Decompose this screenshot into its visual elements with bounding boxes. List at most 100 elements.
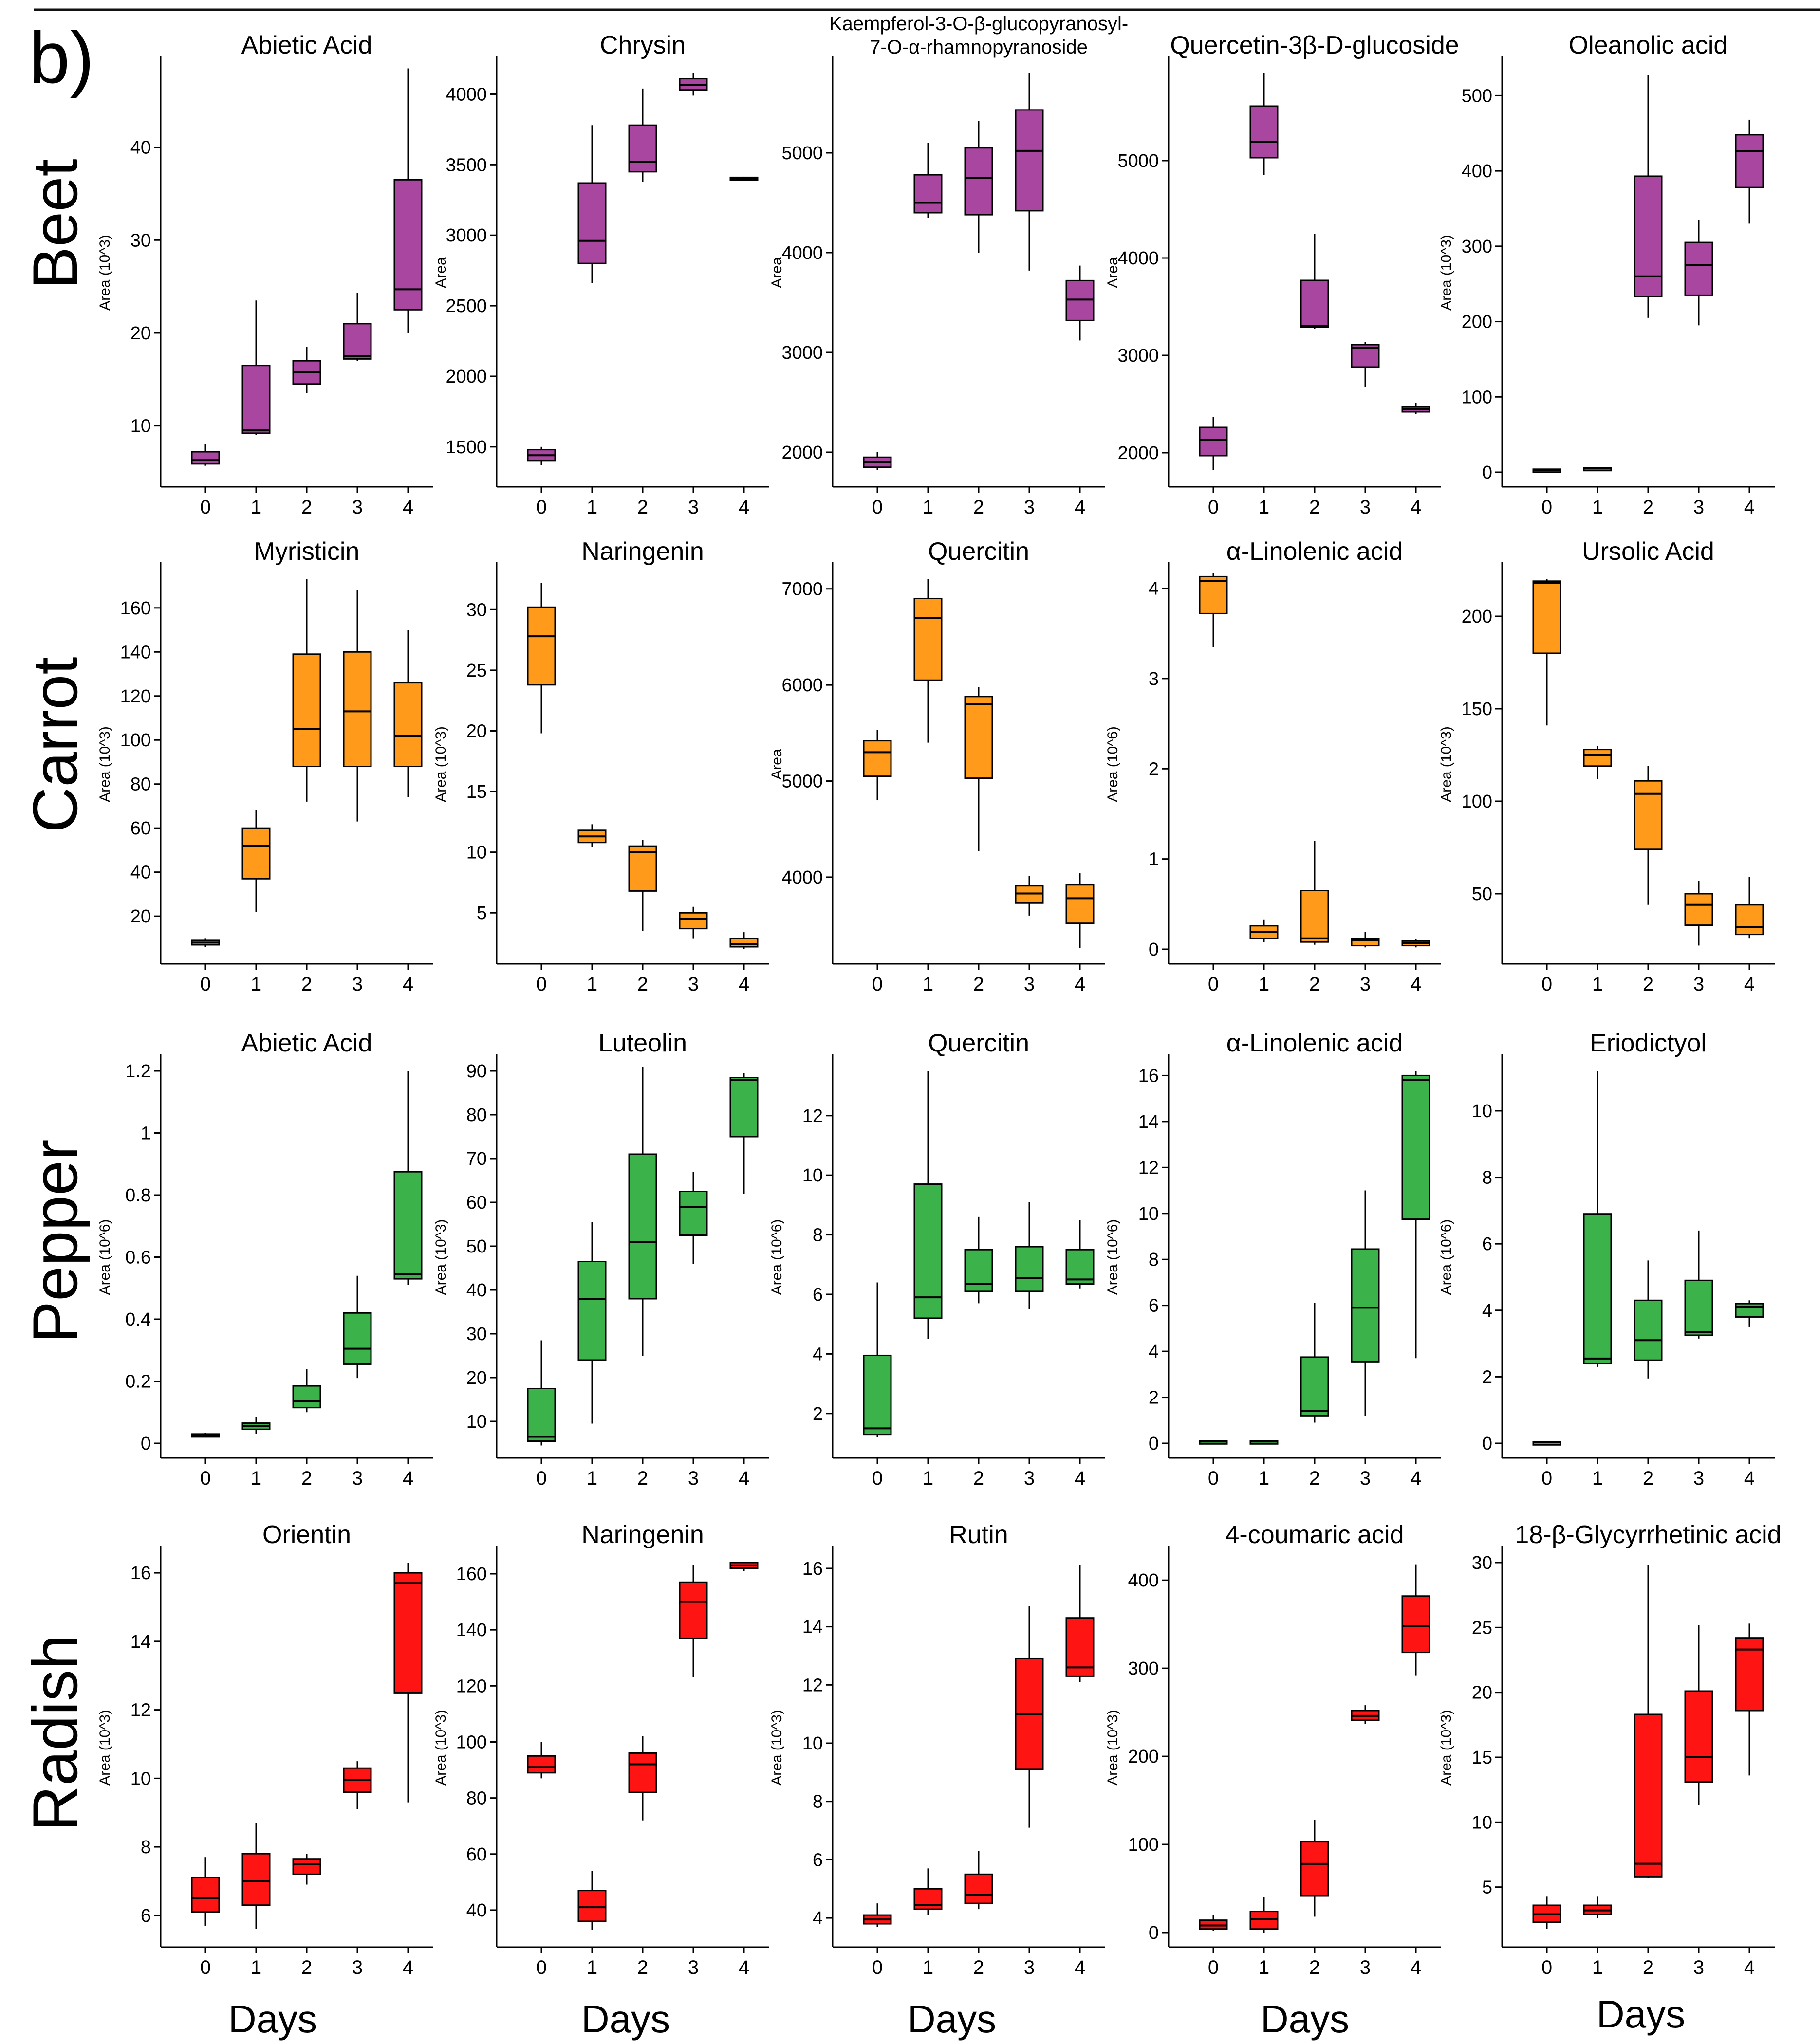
- y-tick-label: 140: [120, 642, 151, 663]
- y-tick-label: 2000: [446, 367, 487, 387]
- box-day-3: [1015, 1606, 1044, 1828]
- x-tick-label: 3: [688, 497, 699, 518]
- x-tick-label: 1: [923, 1957, 933, 1978]
- x-tick-label: 3: [688, 974, 699, 995]
- y-axis-label: Area (10^6): [97, 1219, 113, 1295]
- y-tick-label: 160: [120, 598, 151, 619]
- box-iqr: [1300, 890, 1329, 943]
- y-axis-label: Area (10^3): [1105, 1710, 1121, 1786]
- x-tick-label: 2: [637, 497, 648, 518]
- x-tick-label: 4: [1075, 1957, 1085, 1978]
- box-iqr: [577, 1261, 607, 1361]
- box-iqr: [964, 1873, 993, 1904]
- y-tick-label: 20: [466, 721, 487, 741]
- box-day-3: [1015, 1202, 1044, 1309]
- x-tick-label: 3: [1693, 1468, 1704, 1489]
- box-iqr: [1015, 1246, 1044, 1292]
- x-tick-label: 3: [1024, 1468, 1035, 1489]
- box-day-1: [1249, 1897, 1279, 1933]
- y-tick-label: 6000: [781, 675, 823, 696]
- box-day-4: [393, 630, 423, 797]
- box-day-1: [577, 824, 607, 847]
- x-tick-label: 3: [1693, 974, 1704, 995]
- x-tick-label: 4: [1075, 974, 1085, 995]
- box-iqr: [1015, 109, 1044, 212]
- box-iqr: [1249, 105, 1279, 159]
- y-tick-label: 90: [466, 1061, 487, 1082]
- x-tick-label: 0: [872, 974, 883, 995]
- box-iqr: [191, 1877, 220, 1913]
- y-tick-label: 0.8: [125, 1185, 151, 1206]
- x-tick-label: 0: [1541, 1468, 1552, 1489]
- y-axis-label: Area (10^6): [1438, 1219, 1454, 1295]
- x-tick-label: 4: [1075, 497, 1085, 518]
- box-day-4: [1735, 119, 1764, 224]
- x-tick-label: 4: [1744, 974, 1755, 995]
- y-tick-label: 80: [466, 1105, 487, 1125]
- box-day-3: [1351, 932, 1380, 948]
- y-tick-label: 0: [141, 1434, 151, 1454]
- y-tick-label: 8: [1149, 1250, 1159, 1270]
- x-tick-label: 2: [1309, 497, 1320, 518]
- y-tick-label: 5000: [781, 143, 823, 164]
- box-day-3: [343, 1761, 372, 1809]
- box-iqr: [1634, 1299, 1663, 1361]
- box-iqr: [679, 912, 708, 930]
- box-day-4: [1065, 1565, 1095, 1682]
- x-tick-label: 2: [973, 497, 984, 518]
- x-tick-label: 2: [637, 1468, 648, 1489]
- chart-10: Abietic Acid 0 0.2 0.4 0.6 0.8 1 1.2 Area (10^6)…: [97, 1029, 433, 1489]
- y-tick-label: 80: [466, 1788, 487, 1809]
- x-tick-label: 3: [352, 1468, 363, 1489]
- box-day-4: [393, 1071, 423, 1285]
- x-tick-label: 3: [1693, 1957, 1704, 1978]
- y-tick-label: 40: [130, 863, 151, 883]
- box-day-4: [729, 1562, 759, 1571]
- x-tick-label: 1: [587, 497, 597, 518]
- box-iqr: [628, 1752, 657, 1793]
- y-axis-label: Area (10^6): [769, 1219, 785, 1295]
- box-day-2: [964, 1216, 993, 1304]
- y-tick-label: 1.2: [125, 1061, 151, 1082]
- x-tick-label: 2: [637, 974, 648, 995]
- y-tick-label: 30: [1472, 1553, 1492, 1573]
- box-iqr: [863, 1354, 892, 1436]
- y-tick-label: 120: [120, 686, 151, 707]
- x-tick-label: 3: [1360, 1468, 1371, 1489]
- box-day-0: [527, 446, 556, 465]
- box-day-2: [628, 1736, 657, 1821]
- box-iqr: [241, 365, 271, 434]
- box-day-4: [729, 932, 759, 949]
- box-iqr: [577, 1890, 607, 1922]
- box-day-4: [1401, 1071, 1430, 1359]
- box-day-0: [527, 1340, 556, 1446]
- box-day-1: [913, 579, 943, 743]
- box-day-0: [863, 452, 892, 470]
- y-tick-label: 140: [456, 1620, 487, 1640]
- box-day-1: [913, 1071, 943, 1339]
- chart-1: Chrysin 1500 2000 2500 3000 3500 4000 Area 0 1 2 3 4: [433, 31, 769, 518]
- y-tick-label: 400: [1128, 1570, 1159, 1591]
- box-day-2: [1300, 234, 1329, 329]
- y-tick-label: 8: [1482, 1168, 1492, 1188]
- y-tick-label: 5: [477, 903, 487, 923]
- y-tick-label: 70: [466, 1149, 487, 1169]
- y-tick-label: 200: [1462, 312, 1492, 332]
- y-tick-label: 3: [1149, 669, 1159, 689]
- box-iqr: [1634, 1713, 1663, 1878]
- box-iqr: [1401, 1595, 1430, 1654]
- chart-6: Naringenin 5 10 15 20 25 30 Area (10^3) 0 1 2 3 4: [433, 537, 769, 995]
- chart-title: Naringenin: [581, 1521, 704, 1549]
- box-iqr: [679, 1581, 708, 1639]
- chart-title: Naringenin: [581, 537, 704, 566]
- y-tick-label: 0: [1482, 1434, 1492, 1454]
- chart-8: α-Linolenic acid 0 1 2 3 4 Area (10^6) 0 1 2 3 4: [1105, 537, 1441, 995]
- y-tick-label: 14: [802, 1617, 823, 1638]
- box-day-2: [292, 1369, 321, 1413]
- x-tick-label: 1: [923, 497, 933, 518]
- panel-label: b): [29, 17, 94, 98]
- x-tick-label: 4: [1411, 1957, 1421, 1978]
